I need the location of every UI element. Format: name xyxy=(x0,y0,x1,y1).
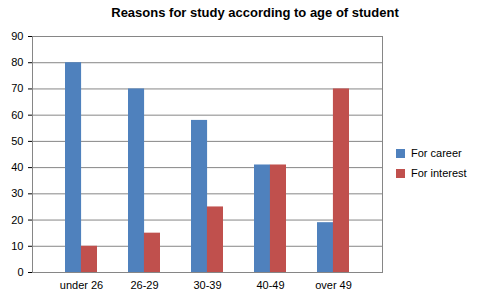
svg-text:30: 30 xyxy=(11,187,23,199)
svg-text:40-49: 40-49 xyxy=(256,279,284,291)
svg-text:26-29: 26-29 xyxy=(130,279,158,291)
svg-text:30-39: 30-39 xyxy=(193,279,221,291)
svg-text:over 49: over 49 xyxy=(315,279,352,291)
svg-text:60: 60 xyxy=(11,109,23,121)
svg-text:20: 20 xyxy=(11,214,23,226)
svg-text:80: 80 xyxy=(11,56,23,68)
svg-text:40: 40 xyxy=(11,161,23,173)
html-text:For interest: For interest xyxy=(411,167,467,179)
svg-text:50: 50 xyxy=(11,135,23,147)
svg-text:0: 0 xyxy=(17,266,23,278)
svg-text:under 26: under 26 xyxy=(60,279,103,291)
svg-text:90: 90 xyxy=(11,30,23,42)
svg-text:70: 70 xyxy=(11,82,23,94)
html-text:Reasons for study according to: Reasons for study according to age of st… xyxy=(111,5,399,20)
svg-text:10: 10 xyxy=(11,240,23,252)
html-text:For career: For career xyxy=(411,147,462,159)
